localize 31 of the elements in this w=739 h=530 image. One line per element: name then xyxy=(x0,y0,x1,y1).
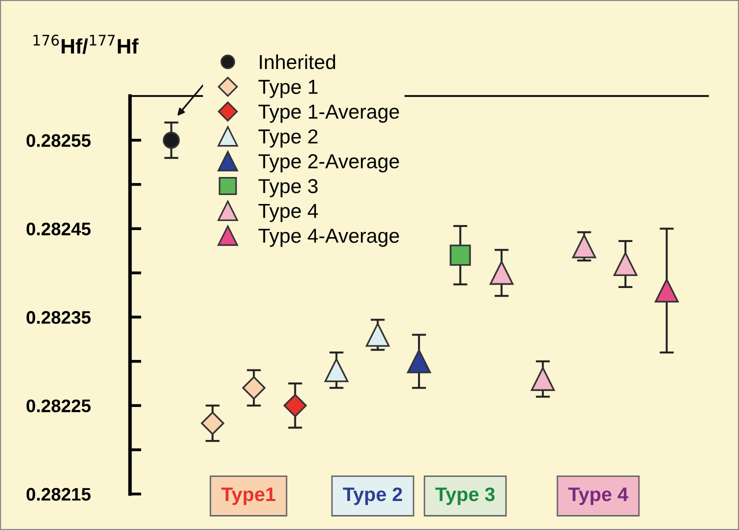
point xyxy=(490,260,514,285)
point xyxy=(284,394,307,418)
point xyxy=(654,278,679,303)
legend-label: Type 4-Average xyxy=(258,228,399,247)
y-tick-label: 0.28255 xyxy=(26,134,91,147)
point xyxy=(407,349,431,374)
legend-label: Type 3 xyxy=(258,178,318,198)
legend-label: Inherited xyxy=(260,54,336,70)
annotation: Type 4 xyxy=(568,488,628,506)
legend-label: Type 1-Average xyxy=(258,104,399,123)
point xyxy=(200,412,224,435)
y-axis-title: $^{176}$Hf/$^{177}$Hf xyxy=(34,34,138,54)
point xyxy=(242,376,266,400)
legend-label: Type 2-Average xyxy=(258,154,399,172)
y-tick-label: 0.28235 xyxy=(26,311,91,324)
y-tick-label: 0.28225 xyxy=(26,399,91,412)
y-tick-label: 0.28215 xyxy=(26,488,91,501)
annotation: Type 3 xyxy=(435,487,495,506)
legend-label: Type 4 xyxy=(258,204,318,222)
y-tick-label: 0.28245 xyxy=(26,222,91,236)
point xyxy=(530,367,555,391)
point xyxy=(572,234,596,258)
point xyxy=(324,358,348,382)
point xyxy=(366,322,390,347)
legend-label: Type 1 xyxy=(258,80,318,98)
annotation: Type1 xyxy=(221,488,276,506)
annotation: Type 2 xyxy=(342,487,402,506)
legend-label: Type 2 xyxy=(258,129,318,148)
point xyxy=(162,132,180,149)
point xyxy=(450,244,471,266)
point xyxy=(613,252,638,276)
